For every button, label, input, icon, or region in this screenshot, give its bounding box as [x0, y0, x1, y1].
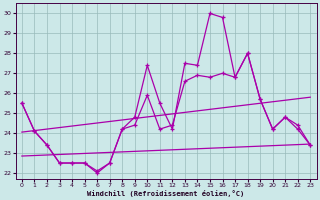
- X-axis label: Windchill (Refroidissement éolien,°C): Windchill (Refroidissement éolien,°C): [87, 190, 245, 197]
